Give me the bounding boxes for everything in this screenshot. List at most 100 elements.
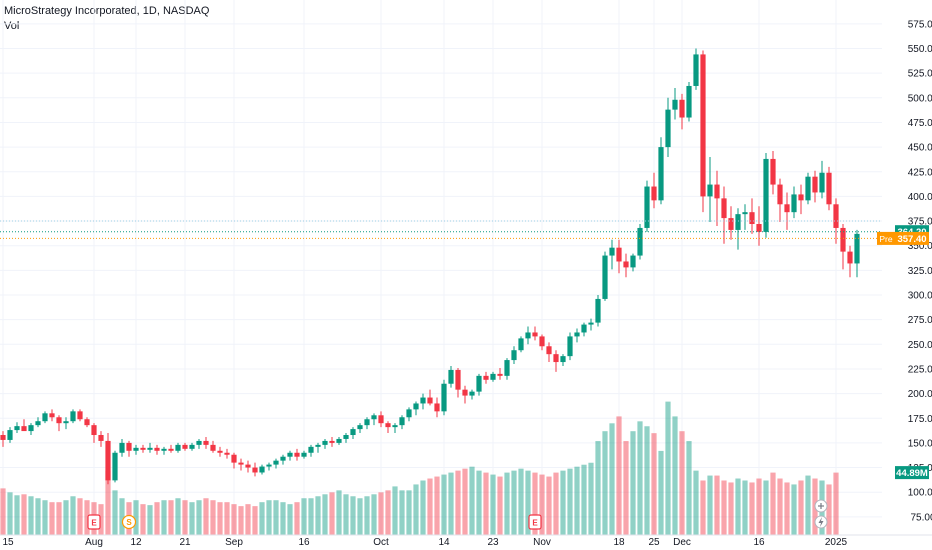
candle-body [63,421,69,424]
candle-body [490,373,496,380]
volume-bar [504,472,510,535]
candle-body [203,440,209,445]
time-tick-label: 12 [130,537,142,548]
candle-body [329,440,335,443]
volume-bar [763,480,769,535]
volume-bar [644,426,650,535]
candle-body [735,214,741,230]
volume-bar [770,472,776,535]
volume-bar [567,468,573,535]
volume-bar [616,416,622,535]
volume-bar [609,423,615,535]
candle-body [840,227,846,252]
candle-body [714,184,720,199]
volume-bar [84,500,90,535]
volume-bar [560,470,566,535]
volume-bar [154,502,160,535]
candle-body [819,172,825,193]
volume-bar [721,480,727,535]
time-tick-label: Oct [373,537,389,548]
time-tick-label: 2025 [825,537,848,548]
candle-body [133,447,139,451]
candle-body [602,255,608,299]
price-tick-label: 550.00 [908,44,932,55]
earnings-marker [87,514,101,530]
volume-bar [784,482,790,535]
price-tick-label: 425.00 [908,167,932,178]
volume-bar [56,502,62,535]
volume-bar [210,500,216,535]
candle-body [168,448,174,451]
volume-bar [280,502,286,535]
candle-body [791,194,797,213]
candle-body [812,176,818,193]
candle-body [637,227,643,256]
candle-body [595,298,601,323]
candle-body [77,411,83,420]
volume-bar [308,498,314,535]
split-marker-label: S [126,518,132,527]
volume-bar [826,484,832,535]
volume-bar [35,498,41,535]
volume-bar [63,500,69,535]
price-tick-label: 75.00 [910,512,932,523]
candle-body [756,224,762,232]
price-tick-label: 400.00 [908,192,932,203]
volume-bar [735,478,741,535]
candle-body [567,336,573,357]
candle-body [364,419,370,426]
candle-body [651,186,657,201]
candle-body [238,462,244,465]
candle-body [385,423,391,428]
volume-bar [623,441,629,535]
candle-body [679,99,685,118]
candle-body [805,176,811,201]
candle-body [476,375,482,392]
candle-body [525,332,531,339]
candle-body [609,247,615,256]
volume-bar [266,500,272,535]
candle-body [448,369,454,384]
candle-body [847,251,853,264]
candle-body [392,425,398,428]
volume-bar [546,476,552,535]
candle-body [315,444,321,447]
price-tick-label: 525.00 [908,69,932,80]
volume-bar [749,482,755,535]
candle-body [175,444,181,451]
premarket-price-label: 357.40 [897,234,926,245]
volume-bar [322,494,328,535]
candle-body [427,397,433,404]
volume-value-label: 44.89M [896,468,928,479]
volume-bar [805,475,811,535]
candle-body [308,446,314,453]
candle-body [189,444,195,449]
volume-bar [791,484,797,535]
time-tick-label: 16 [298,537,310,548]
volume-bars [0,401,839,535]
candle-body [518,338,524,351]
candle-body [49,413,55,418]
time-tick-label: Dec [673,537,691,548]
volume-bar [574,466,580,535]
price-tick-label: 450.00 [908,143,932,154]
price-tick-label: 275.00 [908,315,932,326]
candle-body [420,397,426,404]
volume-bar [224,502,230,535]
candle-body [119,442,125,453]
candle-body [546,346,552,355]
time-axis: 15 Aug 12 21 Sep 16 Oct 14 23 Nov 18 25 Dec 16 2025 [0,534,932,548]
volume-bar [707,475,713,535]
volume-bar [798,480,804,535]
candle-body [266,464,272,467]
candle-body [98,435,104,441]
volume-bar [413,484,419,535]
time-tick-label: Aug [85,537,103,548]
price-lines [0,220,882,239]
volume-bar [364,496,370,535]
scale-tools[interactable] [814,499,828,529]
price-tick-label: 475.00 [908,118,932,129]
volume-bar [476,470,482,535]
